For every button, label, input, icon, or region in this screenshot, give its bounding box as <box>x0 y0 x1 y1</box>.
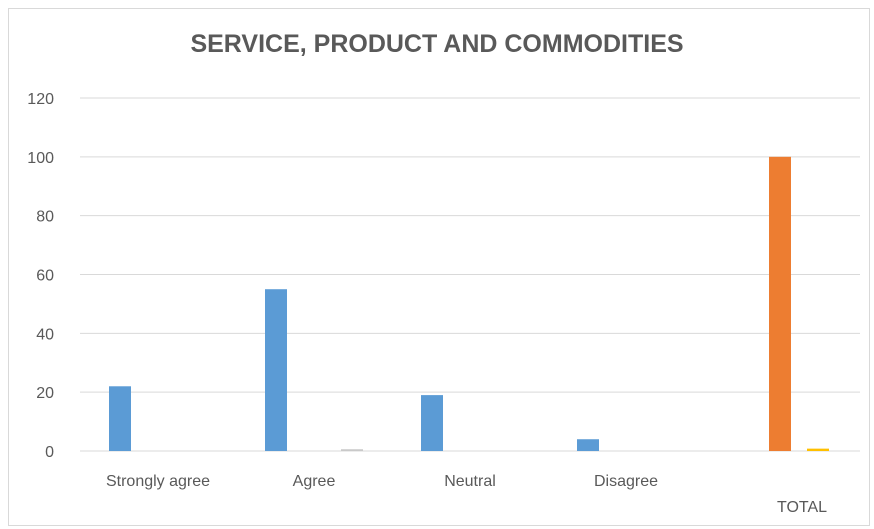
y-tick-label: 100 <box>27 150 54 167</box>
bar <box>265 289 287 451</box>
bar <box>341 449 363 451</box>
bar <box>421 395 443 451</box>
y-tick-label: 60 <box>36 268 54 285</box>
x-tick-label: TOTAL <box>777 499 827 516</box>
y-tick-label: 80 <box>36 209 54 226</box>
x-tick-label: Disagree <box>594 473 658 490</box>
chart-title: SERVICE, PRODUCT AND COMMODITIES <box>190 30 684 58</box>
y-tick-label: 40 <box>36 326 54 343</box>
bar <box>577 439 599 451</box>
bar <box>807 448 829 451</box>
bar <box>109 386 131 451</box>
bar <box>769 156 791 452</box>
y-tick-label: 0 <box>45 444 54 461</box>
y-tick-label: 20 <box>36 385 54 402</box>
x-tick-label: Agree <box>293 473 336 490</box>
x-tick-label: Neutral <box>444 473 496 490</box>
y-tick-label: 120 <box>27 91 54 108</box>
x-tick-label: Strongly agree <box>106 473 210 490</box>
